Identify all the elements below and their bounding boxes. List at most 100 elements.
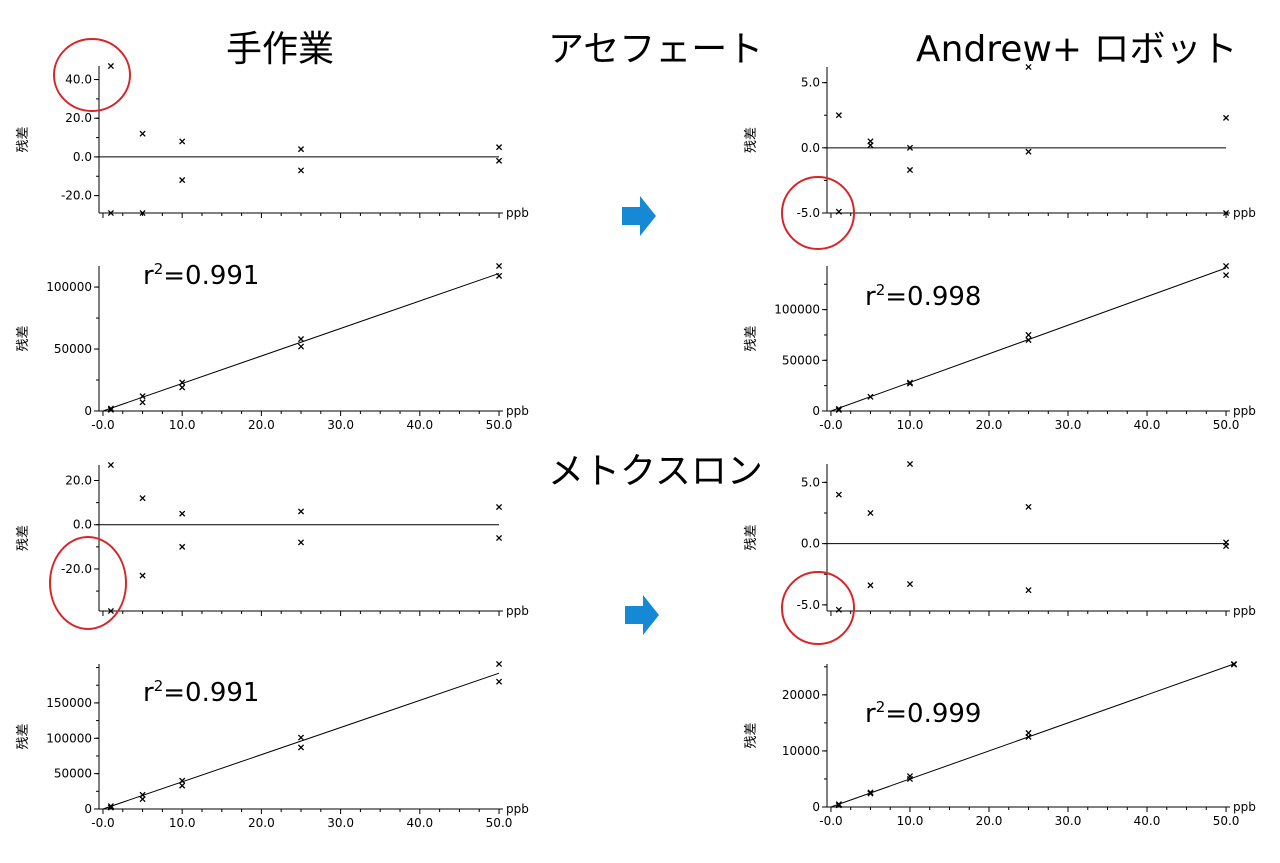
data-point bbox=[297, 343, 305, 350]
data-point bbox=[835, 405, 842, 413]
x-tick-label: -0.0 bbox=[91, 816, 114, 830]
y-axis-label: 残差 bbox=[16, 325, 31, 351]
data-point-stroke bbox=[107, 209, 114, 217]
data-point bbox=[179, 543, 186, 550]
data-point bbox=[835, 801, 842, 808]
r-squared-label: r2=0.991 bbox=[143, 677, 259, 708]
data-point-stroke bbox=[906, 144, 914, 151]
data-point bbox=[835, 606, 842, 613]
data-point-stroke bbox=[297, 336, 305, 343]
data-point-stroke bbox=[1222, 114, 1230, 121]
data-point bbox=[1025, 503, 1032, 510]
y-tick-label: 0 bbox=[812, 800, 820, 814]
x-tick-label: 40.0 bbox=[1134, 418, 1161, 432]
highlight-circle bbox=[781, 571, 855, 645]
x-tick-label: 40.0 bbox=[1134, 814, 1161, 828]
data-point-stroke bbox=[835, 802, 842, 809]
data-point bbox=[179, 777, 186, 784]
heading-manual: 手作業 bbox=[226, 29, 335, 70]
data-point bbox=[107, 461, 114, 469]
chart-metoxuron-manual-calibration: 0 50000 100000 150000 -0.0 10.0 20.0 30.0 40.0 50… bbox=[16, 660, 529, 830]
data-point bbox=[1222, 209, 1230, 217]
y-tick-label: -5.0 bbox=[797, 598, 820, 612]
fit-line bbox=[102, 272, 500, 412]
data-point-stroke bbox=[495, 272, 503, 279]
data-point-stroke bbox=[835, 112, 842, 119]
data-point bbox=[495, 262, 503, 270]
x-tick-label: 50.0 bbox=[486, 816, 513, 830]
x-unit-label: ppb bbox=[1233, 206, 1256, 220]
data-point-stroke bbox=[906, 460, 914, 468]
data-point bbox=[867, 789, 874, 796]
data-point bbox=[297, 508, 305, 515]
y-tick-label: 20000 bbox=[782, 688, 820, 702]
data-point bbox=[906, 144, 914, 151]
data-point-stroke bbox=[495, 660, 503, 668]
x-tick-label: 50.0 bbox=[486, 418, 513, 432]
y-tick-label: 0.0 bbox=[801, 537, 820, 551]
y-axis-label: 残差 bbox=[744, 524, 759, 550]
data-point-stroke bbox=[835, 208, 842, 215]
data-point-stroke bbox=[1025, 587, 1032, 594]
data-point bbox=[835, 208, 842, 215]
data-point-stroke bbox=[297, 734, 305, 741]
data-point-stroke bbox=[1025, 336, 1032, 344]
data-point bbox=[906, 775, 914, 783]
y-tick-label: 150000 bbox=[46, 696, 92, 710]
data-point-stroke bbox=[139, 572, 146, 579]
data-point-stroke bbox=[179, 782, 186, 789]
x-tick-label: 30.0 bbox=[1055, 814, 1082, 828]
heading-compound-1: アセフェート bbox=[548, 29, 764, 70]
data-point-stroke bbox=[1222, 272, 1230, 279]
y-tick-label: 10000 bbox=[782, 744, 820, 758]
y-tick-label: 100000 bbox=[46, 280, 92, 294]
data-point bbox=[835, 406, 842, 414]
data-point-stroke bbox=[297, 146, 305, 153]
data-point bbox=[835, 112, 842, 119]
data-point-stroke bbox=[179, 177, 186, 184]
x-tick-label: 10.0 bbox=[897, 418, 924, 432]
data-point-stroke bbox=[139, 796, 146, 803]
y-tick-label: 5.0 bbox=[801, 475, 820, 489]
x-tick-label: 10.0 bbox=[169, 418, 196, 432]
data-point-stroke bbox=[297, 744, 305, 751]
y-tick-label: 40.0 bbox=[65, 73, 92, 87]
data-point-stroke bbox=[867, 790, 874, 797]
data-point bbox=[906, 380, 914, 387]
data-point bbox=[107, 406, 114, 413]
data-point-stroke bbox=[1025, 148, 1032, 155]
data-point-stroke bbox=[867, 789, 874, 796]
fit-line bbox=[102, 672, 500, 810]
data-point-stroke bbox=[906, 379, 914, 386]
data-point bbox=[107, 607, 114, 615]
x-unit-label: ppb bbox=[1233, 800, 1256, 814]
data-point bbox=[179, 782, 186, 789]
data-point bbox=[867, 509, 874, 517]
data-point bbox=[139, 209, 146, 217]
heading-compound-2: メトクスロン bbox=[548, 451, 763, 492]
x-unit-label: ppb bbox=[506, 404, 529, 418]
data-point bbox=[867, 393, 874, 400]
data-point bbox=[1025, 331, 1032, 339]
data-point bbox=[1025, 587, 1032, 594]
data-point-stroke bbox=[107, 406, 114, 413]
data-point bbox=[1222, 272, 1230, 279]
chart-acephate-robot-residual: -5.0 0.0 5.0 ppb 残差 bbox=[744, 63, 1256, 220]
data-point-stroke bbox=[1025, 331, 1032, 339]
y-axis-label: 残差 bbox=[744, 127, 759, 153]
chart-acephate-manual-residual: -20.0 0.0 20.0 40.0 ppb 残差 bbox=[16, 62, 529, 220]
data-point bbox=[297, 744, 305, 751]
data-point-stroke bbox=[495, 503, 503, 511]
y-tick-label: 0 bbox=[84, 404, 92, 418]
x-tick-label: 50.0 bbox=[1213, 814, 1240, 828]
data-point bbox=[1222, 114, 1230, 121]
x-tick-label: 30.0 bbox=[327, 816, 354, 830]
data-point-stroke bbox=[495, 144, 503, 151]
r-squared-label: r2=0.999 bbox=[865, 698, 981, 729]
data-point-stroke bbox=[179, 379, 186, 386]
data-point-stroke bbox=[179, 543, 186, 550]
y-axis-label: 残差 bbox=[16, 126, 31, 152]
data-point-stroke bbox=[867, 142, 874, 149]
